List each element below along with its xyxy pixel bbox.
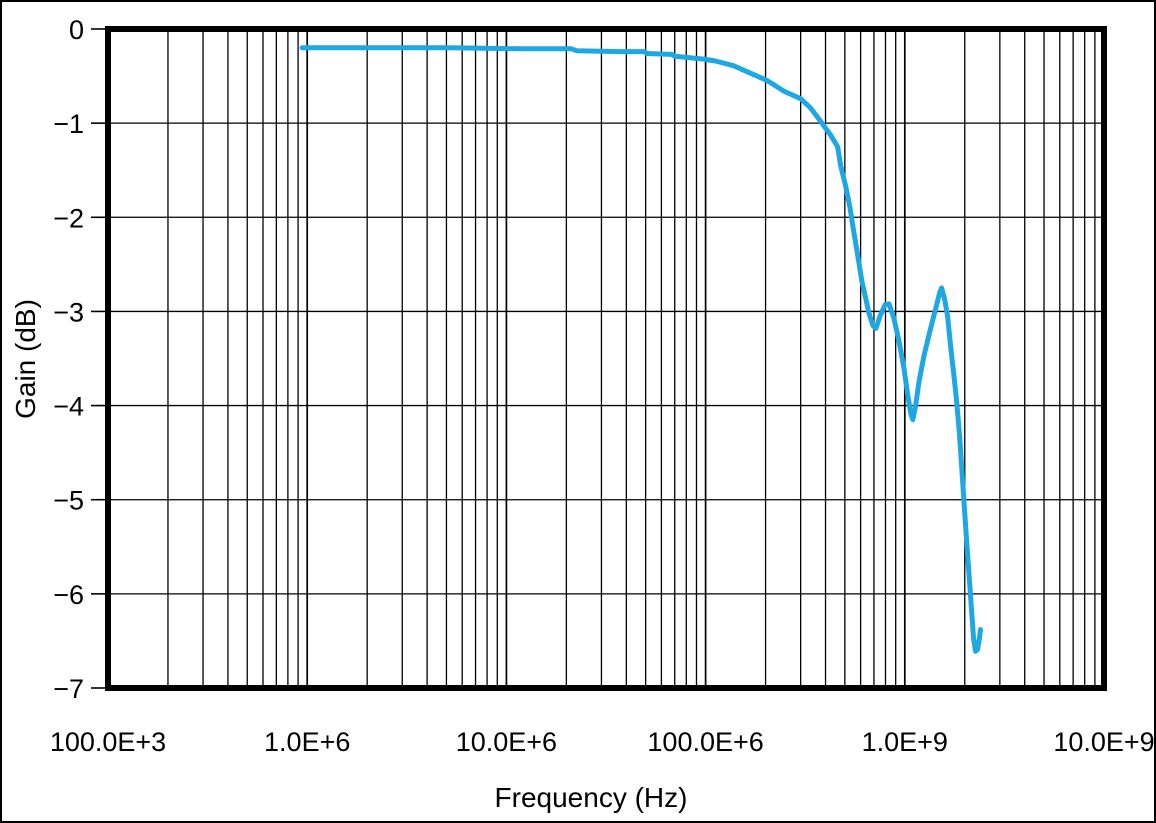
x-tick-label: 100.0E+3 xyxy=(50,727,166,757)
gain-curve xyxy=(299,45,983,654)
y-tick-label: −1 xyxy=(53,109,84,139)
y-tick-label: −4 xyxy=(53,392,84,422)
x-tick-label: 1.0E+9 xyxy=(862,727,948,757)
y-tick-label: −3 xyxy=(53,297,84,327)
plot-frame xyxy=(105,26,1107,691)
x-tick-label: 10.0E+6 xyxy=(456,727,557,757)
y-tick-label: −2 xyxy=(53,203,84,233)
x-axis-title: Frequency (Hz) xyxy=(495,782,688,813)
y-tick-label: 0 xyxy=(69,15,84,45)
y-axis-title: Gain (dB) xyxy=(10,299,41,419)
y-tick-label: −6 xyxy=(53,580,84,610)
y-tick-label: −5 xyxy=(53,486,84,516)
x-tick-label: 10.0E+9 xyxy=(1053,727,1154,757)
x-tick-label: 1.0E+6 xyxy=(264,727,350,757)
x-tick-label: 100.0E+6 xyxy=(647,727,763,757)
grid xyxy=(108,29,1104,688)
y-tick-label: −7 xyxy=(53,674,84,704)
